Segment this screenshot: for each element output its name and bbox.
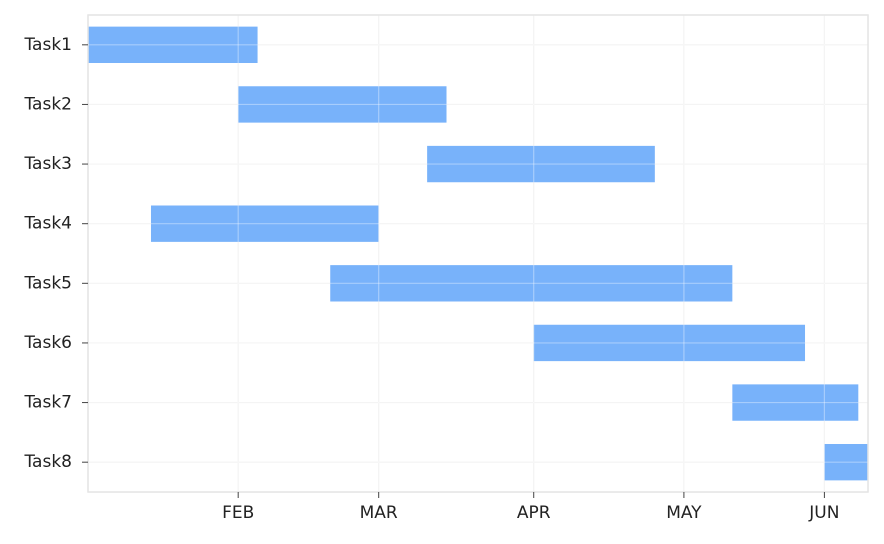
task-bar (150, 205, 379, 242)
task-bar (732, 384, 859, 421)
y-tick-label: Task5 (23, 273, 72, 293)
task-bar (427, 145, 655, 183)
gridline-overlay (88, 15, 868, 492)
y-tick-label: Task2 (23, 94, 72, 114)
task-bar (824, 444, 868, 481)
plot-frame (87, 14, 869, 493)
y-tick-label: Task3 (23, 154, 72, 174)
y-tick-label: Task6 (23, 333, 72, 353)
y-tick-label: Task7 (23, 393, 72, 413)
x-tick-label: FEB (222, 503, 254, 523)
x-tick-label: JUN (808, 503, 839, 523)
y-tick-label: Task8 (23, 452, 72, 472)
task-bar (330, 265, 733, 302)
task-bar (238, 86, 447, 123)
x-tick-label: MAY (666, 503, 702, 523)
y-tick-label: Task1 (23, 35, 72, 55)
task-bar (88, 26, 258, 63)
x-tick-label: APR (517, 503, 551, 523)
x-tick-label: MAR (360, 503, 398, 523)
y-tick-label: Task4 (23, 214, 72, 234)
x-axis: FEB MAR APR MAY JUN (222, 492, 839, 523)
task-bars (88, 26, 868, 481)
task-bar (533, 324, 806, 362)
y-axis: Task1 Task2 Task3 Task4 Task5 Task6 Task7 Task8 (23, 35, 88, 472)
